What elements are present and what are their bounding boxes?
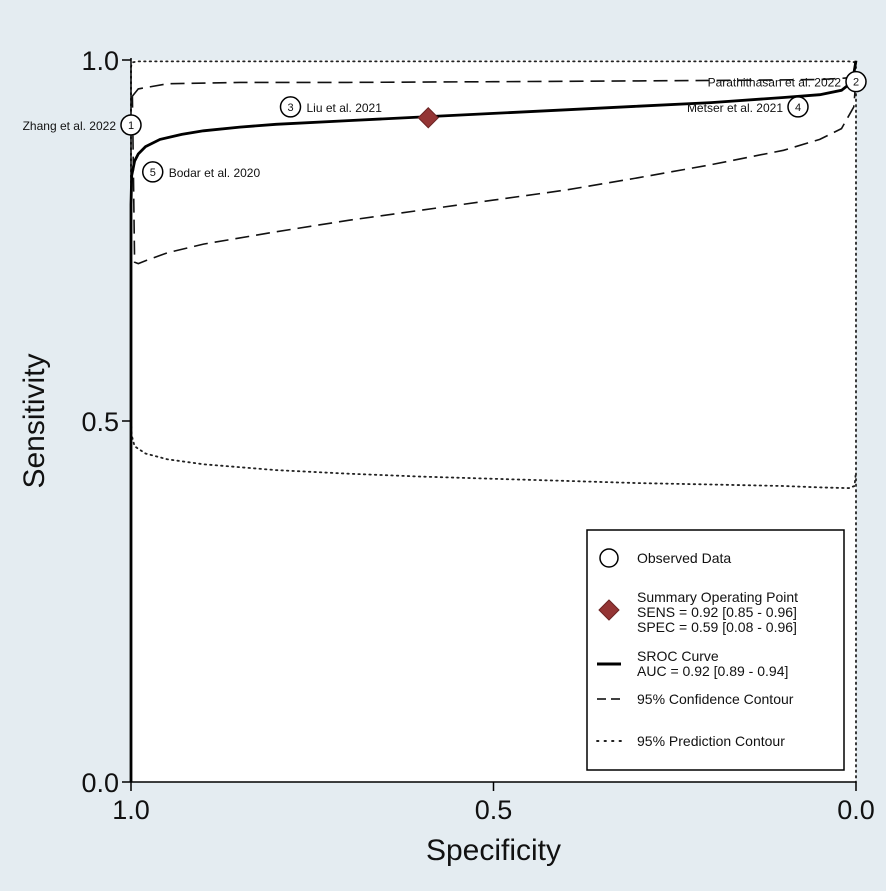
- study-number: 1: [128, 120, 134, 132]
- study-point: [279, 96, 302, 118]
- legend-label: SENS = 0.92 [0.85 - 0.96]: [637, 604, 797, 620]
- y-tick-label: 0.5: [81, 407, 119, 437]
- legend-label: SROC Curve: [637, 648, 719, 664]
- legend-label: 95% Prediction Contour: [637, 733, 785, 749]
- legend-label: Observed Data: [637, 550, 731, 566]
- study-point: [142, 161, 164, 183]
- x-tick-label: 0.5: [475, 795, 513, 825]
- legend-box: [586, 529, 845, 771]
- study-number: 3: [287, 102, 293, 114]
- study-number: 4: [795, 102, 801, 114]
- study-label: Liu et al. 2021: [307, 101, 383, 115]
- x-tick-label: 0.0: [837, 795, 875, 825]
- x-tick-label: 1.0: [112, 795, 150, 825]
- study-label: Metser et al. 2021: [687, 101, 783, 115]
- x-axis-title: Specificity: [426, 834, 561, 867]
- study-point: [845, 70, 867, 93]
- study-label: Bodar et al. 2020: [169, 166, 261, 180]
- legend-label: Summary Operating Point: [637, 589, 798, 605]
- y-tick-label: 1.0: [81, 46, 119, 76]
- study-number: 5: [150, 167, 156, 179]
- prediction-contour-lower: [130, 420, 857, 490]
- summary-operating-point: [417, 107, 439, 129]
- sroc-curve: [129, 60, 858, 782]
- study-point: [120, 114, 142, 136]
- study-label: Zhang et al. 2022: [23, 119, 117, 133]
- study-label: Parathithasan et al. 2022: [708, 76, 842, 90]
- legend-label: SPEC = 0.59 [0.08 - 0.96]: [637, 619, 797, 635]
- study-number: 2: [853, 77, 859, 89]
- y-axis-title: Sensitivity: [18, 353, 51, 488]
- legend-label: AUC = 0.92 [0.89 - 0.94]: [637, 663, 788, 679]
- legend-symbol-diamond: [598, 599, 620, 621]
- legend-label: 95% Confidence Contour: [637, 691, 794, 707]
- legend-symbol-circle: [599, 548, 619, 568]
- study-point: [787, 96, 809, 118]
- prediction-contour-upper: [130, 60, 857, 783]
- y-tick-label: 0.0: [81, 768, 119, 798]
- confidence-contour: [131, 75, 857, 265]
